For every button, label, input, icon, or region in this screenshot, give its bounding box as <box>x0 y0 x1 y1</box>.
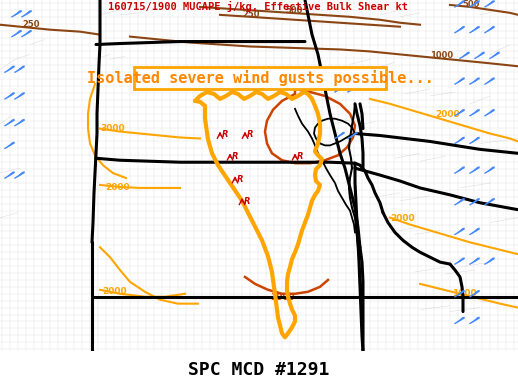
Text: 3000: 3000 <box>100 123 125 133</box>
Text: 1000: 1000 <box>430 51 453 61</box>
Text: R: R <box>247 130 253 140</box>
Text: R: R <box>222 130 228 140</box>
Text: 2000: 2000 <box>105 183 130 192</box>
Text: 250: 250 <box>242 10 260 19</box>
Text: R: R <box>297 152 304 161</box>
Text: R: R <box>244 197 251 206</box>
Text: R: R <box>237 175 243 184</box>
Text: 2000: 2000 <box>390 213 414 223</box>
FancyBboxPatch shape <box>134 67 386 89</box>
Text: 2000: 2000 <box>102 287 126 296</box>
Text: 250: 250 <box>22 20 39 29</box>
Text: 1000: 1000 <box>452 289 477 298</box>
Text: 500: 500 <box>462 0 479 9</box>
Text: Isolated severe wind gusts possible...: Isolated severe wind gusts possible... <box>87 70 434 86</box>
Text: R: R <box>232 152 238 161</box>
Text: 500: 500 <box>285 6 303 15</box>
Text: 160715/1900 MUCAPE j/kg, Effective Bulk Shear kt: 160715/1900 MUCAPE j/kg, Effective Bulk … <box>108 2 408 12</box>
Text: 3000: 3000 <box>270 293 295 302</box>
Text: SPC MCD #1291: SPC MCD #1291 <box>189 360 329 379</box>
Text: 2000: 2000 <box>435 110 459 119</box>
